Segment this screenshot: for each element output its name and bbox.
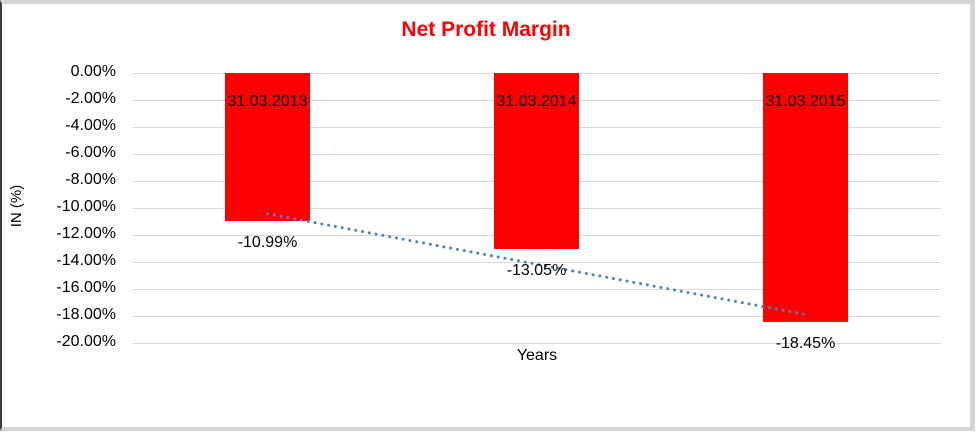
- category-label: 31.03.2014: [496, 93, 577, 110]
- y-axis-tick-label: -4.00%: [65, 117, 116, 134]
- data-label: -18.45%: [775, 335, 836, 353]
- y-axis-tick-label: -16.00%: [56, 279, 116, 296]
- y-axis-tick-label: -2.00%: [65, 90, 116, 107]
- data-label: -10.99%: [237, 234, 298, 252]
- y-axis-tick-label: -14.00%: [56, 252, 116, 269]
- gridline: [133, 342, 941, 344]
- chart-canvas: Net Profit Margin IN (%) 0.00% -2.00% -4.0…: [2, 4, 970, 427]
- y-axis-tick-label: -12.00%: [56, 225, 116, 242]
- chart-title: Net Profit Margin: [401, 18, 571, 41]
- y-axis-title: IN (%): [8, 184, 25, 228]
- y-axis-tick-label: -6.00%: [65, 144, 116, 161]
- y-axis-tick-label: -20.00%: [56, 333, 116, 350]
- y-axis-tick-label: -8.00%: [65, 171, 116, 188]
- x-axis-title: Years: [516, 347, 558, 364]
- y-axis-tick-label: -10.00%: [56, 198, 116, 215]
- data-label: -13.05%: [506, 262, 567, 280]
- y-axis-tick-label: -18.00%: [56, 306, 116, 323]
- category-label: 31.03.2015: [765, 93, 846, 110]
- bar-31.03.2013: [225, 73, 310, 222]
- category-label: 31.03.2013: [227, 93, 308, 110]
- y-axis-tick-label: 0.00%: [70, 63, 116, 80]
- gridline: [133, 315, 941, 317]
